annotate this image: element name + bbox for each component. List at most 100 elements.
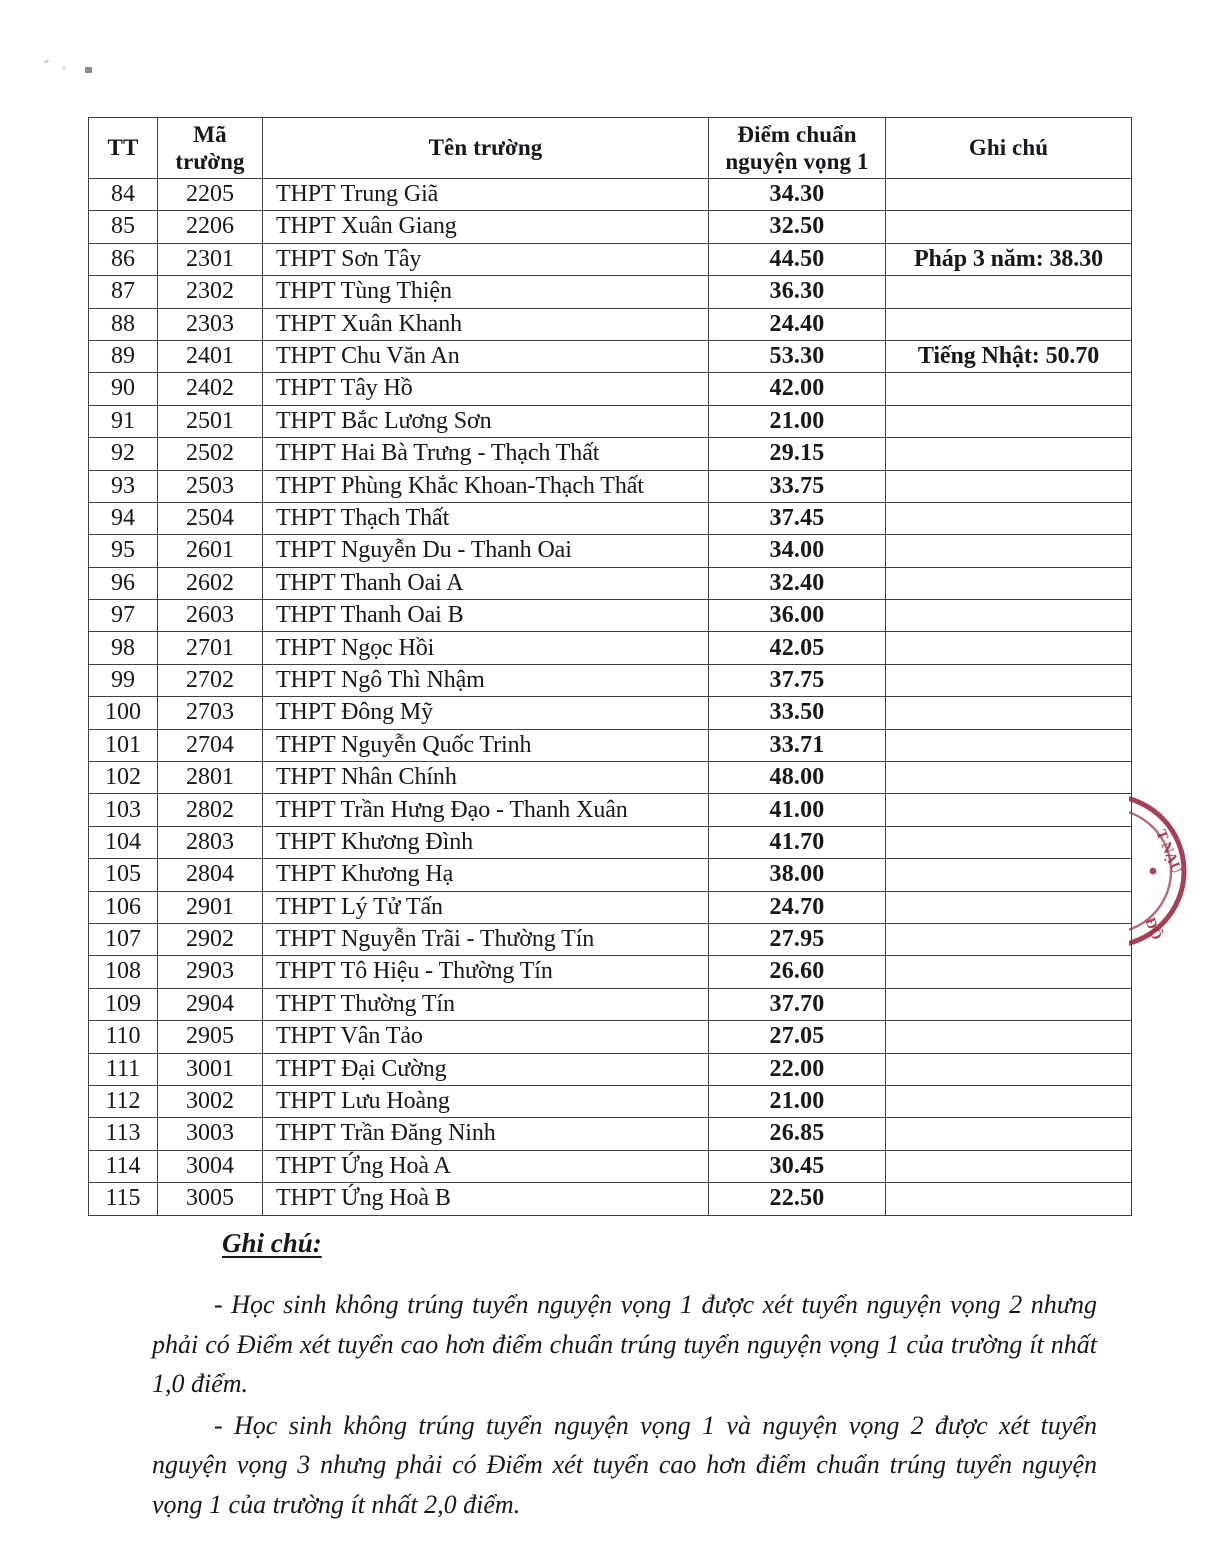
table-header: TT Mã trường Tên trường Điểm chuẩn nguyệ… (88, 117, 1132, 179)
cell-note (885, 858, 1132, 892)
table-row: 100 2703 THPT Đông Mỹ 33.50 (88, 696, 1132, 730)
table-row: 104 2803 THPT Khương Đình 41.70 (88, 825, 1132, 860)
cell-tt: 113 (88, 1117, 158, 1151)
cell-tt: 96 (88, 566, 158, 601)
cell-score: 24.70 (708, 890, 886, 924)
cell-school-name: THPT Thanh Oai A (262, 566, 709, 601)
table-row: 92 2502 THPT Hai Bà Trưng - Thạch Thất 29.1… (88, 437, 1132, 471)
cell-tt: 95 (88, 534, 158, 568)
cell-note (885, 793, 1132, 827)
table-row: 98 2701 THPT Ngọc Hồi 42.05 (88, 631, 1132, 665)
cell-school-name: THPT Ngô Thì Nhậm (262, 663, 709, 698)
cell-score: 42.00 (708, 372, 886, 406)
table-row: 91 2501 THPT Bắc Lương Sơn 21.00 (88, 404, 1132, 439)
cell-school-name: THPT Thạch Thất (262, 501, 709, 536)
cell-school-code: 2402 (157, 372, 263, 406)
cell-score: 26.85 (708, 1117, 886, 1151)
table-row: 87 2302 THPT Tùng Thiện 36.30 (88, 275, 1132, 309)
cell-note (885, 1117, 1132, 1151)
cell-school-name: THPT Hai Bà Trưng - Thạch Thất (262, 437, 709, 471)
cell-school-name: THPT Bắc Lương Sơn (262, 404, 709, 439)
cell-note (885, 566, 1132, 601)
cell-school-name: THPT Khương Hạ (262, 858, 709, 892)
cell-score: 21.00 (708, 404, 886, 439)
cell-school-code: 2702 (157, 663, 263, 698)
cell-school-name: THPT Ngọc Hồi (262, 631, 709, 665)
cell-note (885, 1020, 1132, 1054)
cell-school-code: 2206 (157, 210, 263, 244)
cell-note (885, 307, 1132, 341)
cell-tt: 110 (88, 1020, 158, 1054)
column-header-score-line2: nguyện vọng 1 (725, 149, 869, 174)
cell-school-code: 2905 (157, 1020, 263, 1054)
cell-tt: 99 (88, 663, 158, 698)
table-row: 112 3002 THPT Lưu Hoàng 21.00 (88, 1084, 1132, 1119)
cell-note (885, 534, 1132, 568)
cell-school-code: 2703 (157, 696, 263, 730)
cell-school-name: THPT Nguyễn Quốc Trinh (262, 728, 709, 763)
table-row: 108 2903 THPT Tô Hiệu - Thường Tín 26.60 (88, 955, 1132, 989)
cell-score: 48.00 (708, 761, 886, 795)
cell-school-code: 3001 (157, 1052, 263, 1086)
cell-school-name: THPT Tùng Thiện (262, 275, 709, 309)
cell-school-code: 2504 (157, 501, 263, 536)
column-header-school-name: Tên trường (262, 117, 709, 179)
cell-tt: 87 (88, 275, 158, 309)
cell-school-name: THPT Phùng Khắc Khoan-Thạch Thất (262, 469, 709, 503)
table-header-row: TT Mã trường Tên trường Điểm chuẩn nguyệ… (88, 117, 1132, 179)
table-row: 101 2704 THPT Nguyễn Quốc Trinh 33.71 (88, 728, 1132, 763)
cell-tt: 115 (88, 1182, 158, 1216)
notes-body: - Học sinh không trúng tuyển nguyện vọng… (152, 1285, 1097, 1524)
cell-note (885, 696, 1132, 730)
cell-school-name: THPT Nguyễn Du - Thanh Oai (262, 534, 709, 568)
cell-note (885, 663, 1132, 698)
cell-score: 22.50 (708, 1182, 886, 1216)
cell-note (885, 210, 1132, 244)
cell-score: 36.00 (708, 599, 886, 633)
cell-score: 21.00 (708, 1084, 886, 1119)
column-header-score-line1: Điểm chuẩn (737, 121, 857, 147)
cell-school-code: 2804 (157, 858, 263, 892)
cell-score: 24.40 (708, 307, 886, 341)
cell-school-name: THPT Trung Giã (262, 177, 709, 212)
table-row: 114 3004 THPT Ứng Hoà A 30.45 (88, 1149, 1132, 1184)
cell-school-code: 2602 (157, 566, 263, 601)
cell-school-name: THPT Nhân Chính (262, 761, 709, 795)
table-row: 84 2205 THPT Trung Giã 34.30 (88, 177, 1132, 212)
cell-school-code: 2205 (157, 177, 263, 212)
cell-school-name: THPT Lý Tử Tấn (262, 890, 709, 924)
cell-school-name: THPT Sơn Tây (262, 242, 709, 277)
cell-note (885, 275, 1132, 309)
cell-school-code: 3003 (157, 1117, 263, 1151)
cell-school-code: 2501 (157, 404, 263, 439)
table-row: 90 2402 THPT Tây Hồ 42.00 (88, 372, 1132, 406)
column-header-school-code-line1: Mã (193, 121, 227, 147)
cell-school-name: THPT Trần Hưng Đạo - Thanh Xuân (262, 793, 709, 827)
cell-score: 30.45 (708, 1149, 886, 1184)
table-row: 85 2206 THPT Xuân Giang 32.50 (88, 210, 1132, 244)
table-row: 89 2401 THPT Chu Văn An 53.30 Tiếng Nhật: 50… (88, 339, 1132, 374)
table-row: 113 3003 THPT Trần Đăng Ninh 26.85 (88, 1117, 1132, 1151)
cell-school-code: 2302 (157, 275, 263, 309)
cell-school-code: 2301 (157, 242, 263, 277)
cell-school-code: 2401 (157, 339, 263, 374)
cell-school-code: 2904 (157, 987, 263, 1022)
cell-school-name: THPT Đông Mỹ (262, 696, 709, 730)
cell-tt: 98 (88, 631, 158, 665)
table-row: 111 3001 THPT Đại Cường 22.00 (88, 1052, 1132, 1086)
note-paragraph: - Học sinh không trúng tuyển nguyện vọng… (152, 1290, 1097, 1399)
table-row: 94 2504 THPT Thạch Thất 37.45 (88, 501, 1132, 536)
cell-school-code: 2801 (157, 761, 263, 795)
cell-tt: 88 (88, 307, 158, 341)
cell-school-code: 2603 (157, 599, 263, 633)
cell-note (885, 825, 1132, 860)
cell-note (885, 372, 1132, 406)
cell-tt: 94 (88, 501, 158, 536)
cell-note (885, 599, 1132, 633)
cell-school-code: 2704 (157, 728, 263, 763)
cell-school-name: THPT Vân Tảo (262, 1020, 709, 1054)
cell-school-code: 2803 (157, 825, 263, 860)
scan-speck (43, 59, 50, 64)
column-header-school-code: Mã trường (157, 117, 263, 179)
table-row: 109 2904 THPT Thường Tín 37.70 (88, 987, 1132, 1022)
